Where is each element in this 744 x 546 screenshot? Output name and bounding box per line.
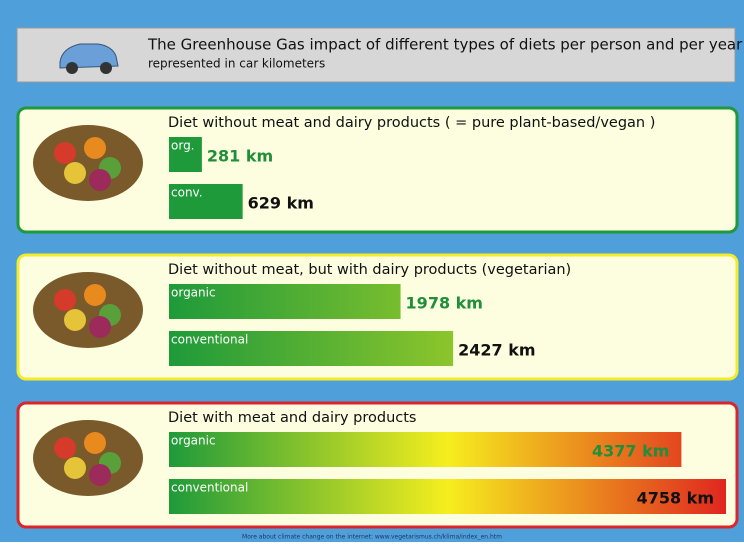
group-title: Diet with meat and dairy products [168, 410, 417, 426]
food-image [54, 289, 76, 311]
title: The Greenhouse Gas impact of different t… [147, 36, 743, 54]
food-image [84, 432, 106, 454]
food-image [64, 457, 86, 479]
food-image [54, 142, 76, 164]
footer: More about climate change on the interne… [242, 534, 502, 541]
food-image [89, 316, 111, 338]
food-image [33, 420, 143, 496]
value-label: 4377 km [592, 442, 669, 461]
food-image [33, 125, 143, 201]
bar-name: conventional [171, 481, 248, 495]
value-label: 281 km [207, 147, 273, 166]
group-title: Diet without meat and dairy products ( =… [168, 115, 655, 131]
food-image [54, 437, 76, 459]
subtitle: represented in car kilometers [148, 57, 325, 71]
group-title: Diet without meat, but with dairy produc… [168, 262, 571, 278]
bar-name: organic [171, 286, 216, 300]
bar-name: conventional [171, 333, 248, 347]
value-label: 1978 km [406, 294, 483, 313]
value-label: 629 km [248, 194, 314, 213]
food-image [89, 464, 111, 486]
value-label: 2427 km [458, 341, 535, 360]
infographic: The Greenhouse Gas impact of different t… [0, 0, 744, 542]
bar-name: org. [171, 139, 195, 153]
food-image [33, 272, 143, 348]
food-image [64, 309, 86, 331]
food-image [64, 162, 86, 184]
value-label: 4758 km [637, 489, 714, 508]
food-image [89, 169, 111, 191]
food-image [84, 284, 106, 306]
bar-name: organic [171, 434, 216, 448]
bar-name: conv. [171, 186, 203, 200]
food-image [84, 137, 106, 159]
